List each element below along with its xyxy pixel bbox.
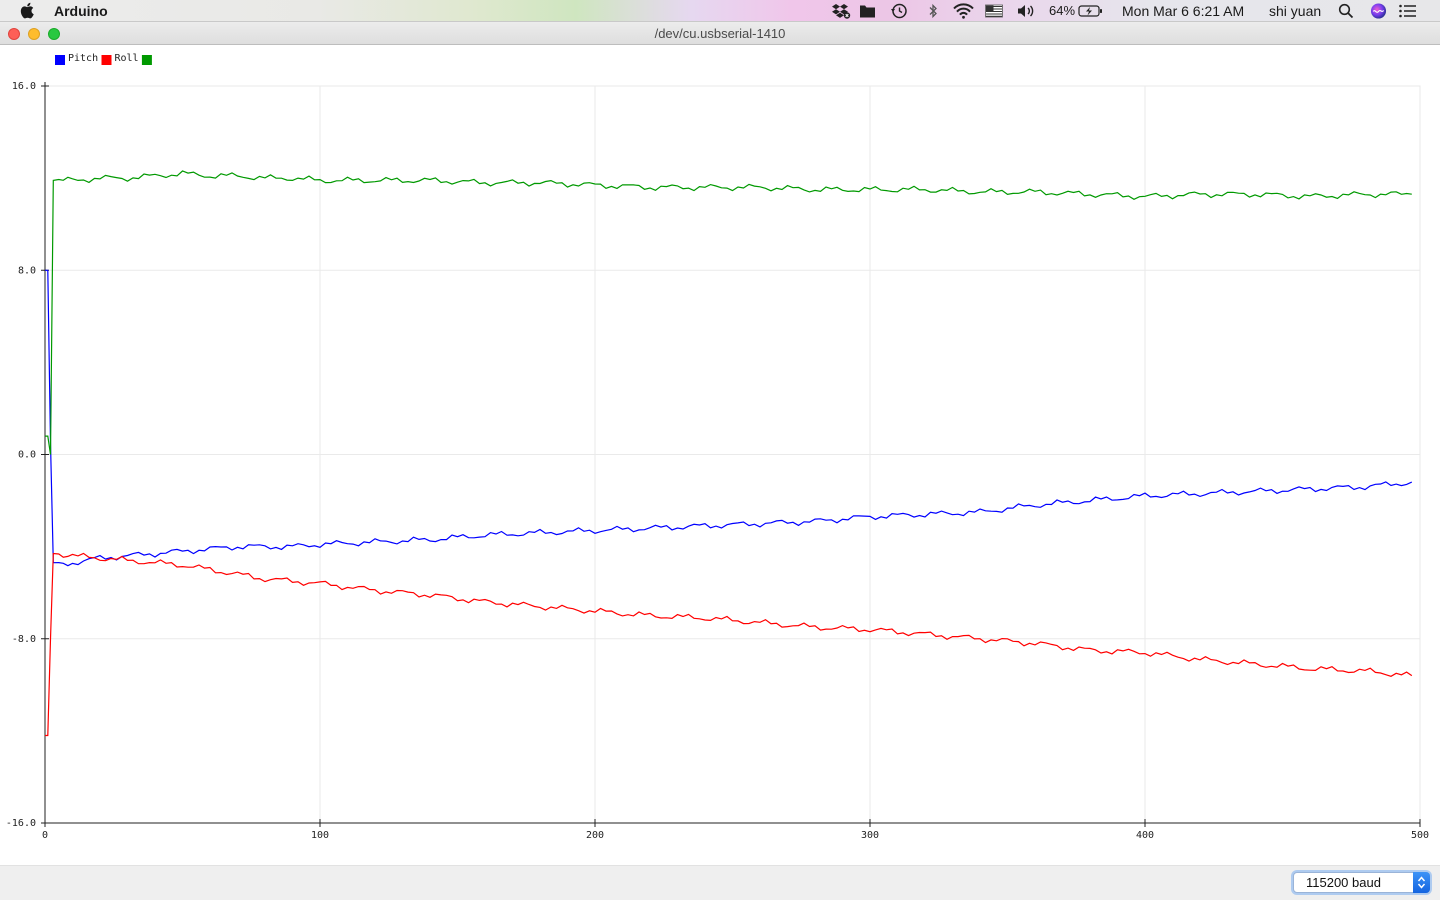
search-icon[interactable] [1338, 3, 1354, 19]
user-name[interactable]: shi yuan [1269, 3, 1322, 19]
folder-icon[interactable] [859, 3, 876, 19]
bluetooth-icon[interactable] [927, 3, 939, 19]
menu-bar: Arduino 64% Mon Mar 6 6:21 AM shi yuan [0, 0, 1440, 22]
siri-icon[interactable] [1370, 3, 1387, 19]
chevron-updown-icon [1417, 876, 1426, 889]
baud-rate-value: 115200 baud [1306, 875, 1381, 890]
window-title: /dev/cu.usbserial-1410 [654, 26, 786, 41]
app-name[interactable]: Arduino [54, 3, 108, 19]
x-tick-label: 200 [586, 830, 604, 841]
x-tick-label: 400 [1136, 830, 1154, 841]
time-machine-icon[interactable] [890, 3, 908, 19]
legend-label: Pitch [68, 53, 98, 64]
series-line-series-3 [45, 170, 1412, 455]
baud-stepper[interactable] [1413, 872, 1430, 893]
zoom-button[interactable] [48, 28, 60, 40]
apple-icon[interactable] [20, 2, 34, 19]
flag-icon[interactable] [985, 3, 1003, 19]
y-tick-label: 16.0 [12, 81, 36, 92]
x-tick-label: 100 [311, 830, 329, 841]
legend-label: Roll [115, 53, 139, 64]
window-titlebar: /dev/cu.usbserial-1410 [0, 22, 1440, 45]
series-line-pitch [45, 269, 1413, 567]
serial-plotter-chart: 16.0 8.0 0.0 -8.0 -16.0 0 100 200 300 400 500 Pitch… [6, 53, 1429, 841]
y-tick-label: -16.0 [6, 818, 36, 829]
x-tick-label: 0 [42, 830, 48, 841]
x-tick-label: 500 [1411, 830, 1429, 841]
x-tick-label: 300 [861, 830, 879, 841]
minimize-button[interactable] [28, 28, 40, 40]
y-tick-label: 0.0 [18, 450, 36, 461]
notification-list-icon[interactable] [1398, 3, 1418, 19]
close-button[interactable] [8, 28, 20, 40]
y-tick-label: 8.0 [18, 265, 36, 276]
battery-icon[interactable] [1078, 3, 1104, 19]
wifi-icon[interactable] [953, 3, 974, 19]
plotter-footer: 115200 baud [0, 865, 1440, 900]
volume-icon[interactable] [1016, 3, 1036, 19]
datetime[interactable]: Mon Mar 6 6:21 AM [1122, 3, 1245, 19]
legend-swatch [55, 55, 65, 65]
dropbox-icon[interactable] [831, 3, 851, 19]
legend-swatch [141, 55, 152, 65]
series-line-roll [45, 552, 1413, 737]
battery-percentage[interactable]: 64% [1049, 3, 1076, 18]
y-tick-label: -8.0 [12, 634, 36, 645]
baud-rate-select[interactable]: 115200 baud [1293, 872, 1430, 893]
legend-swatch [101, 55, 112, 65]
